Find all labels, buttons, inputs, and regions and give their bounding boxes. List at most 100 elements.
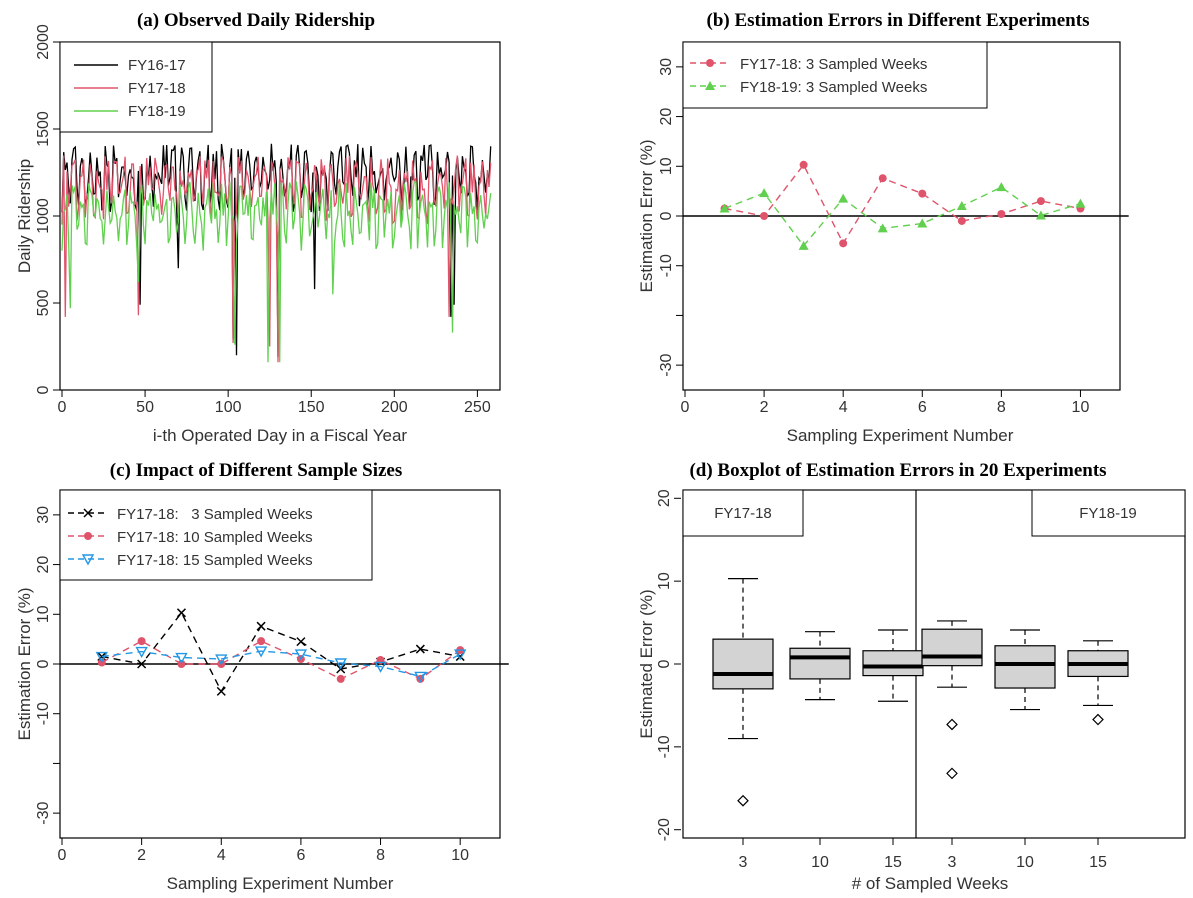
panel-c-series-line-0 <box>101 611 461 693</box>
panel-b-point-1-0 <box>719 203 730 213</box>
panel-b-ytick-label: 0 <box>658 211 675 220</box>
panel-d-ylabel: Estimated Error (%) <box>637 589 656 738</box>
panel-d-xtick-label: 10 <box>811 854 829 871</box>
panel-b-point-0-3 <box>839 239 848 248</box>
panel-d-ytick-label: -20 <box>656 818 673 841</box>
panel-d-title: (d) Boxplot of Estimation Errors in 20 E… <box>689 460 1106 481</box>
panel-c-point-2-1 <box>135 646 148 659</box>
box-outlier <box>737 794 749 807</box>
panel-b-xlabel: Sampling Experiment Number <box>787 426 1014 445</box>
panel-b-point-1-1 <box>759 188 770 198</box>
panel-b-point-1-8 <box>1035 210 1046 220</box>
legend-label-fy18-19: FY18-19 <box>128 103 186 120</box>
panel-c-xtick-label: 0 <box>58 847 67 864</box>
panel-c-xtick-label: 10 <box>451 847 469 864</box>
panel-a-legend-box <box>59 41 213 133</box>
panel-c-ytick-label: 10 <box>35 605 52 623</box>
box-outlier <box>946 767 958 780</box>
panel-c: (c) Impact of Different Sample Sizes 0 2 4… <box>15 460 509 893</box>
panel-c-ylabel: Estimation Error (%) <box>15 587 34 740</box>
panel-d: (d) Boxplot of Estimation Errors in 20 E… <box>637 460 1186 893</box>
panel-c-ytick-label: -30 <box>35 801 52 824</box>
panel-b-axes: 0 2 4 6 8 10 -30 -10 0 10 20 30 <box>658 58 1129 416</box>
box-outlier <box>946 718 958 731</box>
panel-a-xtick-label: 100 <box>215 399 242 416</box>
panel-a-ytick-label: 500 <box>35 290 52 317</box>
legend-label-fy17-18: FY17-18 <box>128 80 186 97</box>
panel-c-ytick-label: 30 <box>35 506 52 524</box>
panel-c-point-2-2 <box>175 652 188 664</box>
panel-c-series <box>95 608 467 696</box>
panel-a-ylabel: Daily Ridership <box>15 159 34 273</box>
panel-d-ytick-label: 10 <box>656 572 673 590</box>
panel-a-axes: 0 50 100 150 200 250 0 500 1000 1500 2000 <box>35 24 491 416</box>
panel-c-series-line-1 <box>101 640 461 680</box>
panel-d-xtick-label: 10 <box>1016 854 1034 871</box>
panel-a-xtick-label: 250 <box>464 399 491 416</box>
panel-c-ytick-label: -10 <box>35 702 52 725</box>
panel-b-point-0-4 <box>878 174 887 183</box>
panel-d-axes: -20 -10 0 10 20 3 10 15 3 10 15 <box>656 489 1107 871</box>
panel-d-xtick-label: 3 <box>948 854 957 871</box>
series-line-FY18-19 <box>61 181 492 363</box>
legend-marker-b-triangle <box>705 81 715 90</box>
legend-marker-c-circle <box>84 532 92 540</box>
panel-b-ylabel: Estimation Error (%) <box>637 139 656 292</box>
panel-b-point-0-7 <box>997 210 1006 219</box>
panel-b-point-1-6 <box>956 201 967 211</box>
panel-a-ytick-label: 2000 <box>35 24 52 60</box>
panel-c-ytick-label: 0 <box>35 659 52 668</box>
panel-d-ytick-label: 20 <box>656 489 673 507</box>
panel-a-xtick-label: 200 <box>381 399 408 416</box>
panel-b-ytick-label: -10 <box>658 254 675 277</box>
panel-d-label-box-right <box>1031 489 1186 537</box>
panel-d-label-box-left <box>682 489 804 537</box>
panel-a-ytick-label: 1500 <box>35 111 52 147</box>
panel-a: (a) Observed Daily Ridership 0 50 100 150 20… <box>15 10 501 445</box>
panel-c-xtick-label: 4 <box>217 847 226 864</box>
legend-label-b-fy18-19: FY18-19: 3 Sampled Weeks <box>740 79 927 96</box>
panel-b-point-1-4 <box>877 223 888 233</box>
panel-d-xtick-label: 15 <box>884 854 902 871</box>
panel-c-xtick-label: 8 <box>376 847 385 864</box>
panel-c-legend: FY17-18: 3 Sampled Weeks FY17-18: 10 Sam… <box>59 489 373 581</box>
panel-d-xtick-label: 15 <box>1089 854 1107 871</box>
panel-a-title: (a) Observed Daily Ridership <box>137 10 375 31</box>
panel-a-series <box>61 143 492 363</box>
panel-d-ytick-label: 0 <box>656 659 673 668</box>
panel-b-xtick-label: 6 <box>918 399 927 416</box>
panel-b-series-line-0 <box>724 163 1081 245</box>
panel-c-title: (c) Impact of Different Sample Sizes <box>110 460 403 481</box>
panel-d-ytick-label: -10 <box>656 735 673 758</box>
panel-a-legend: FY16-17 FY17-18 FY18-19 <box>59 41 213 133</box>
panel-c-ytick-label: 20 <box>35 556 52 574</box>
panel-c-point-0-1 <box>137 659 147 669</box>
panel-d-label-left: FY17-18 <box>714 505 772 522</box>
panel-b-xtick-label: 0 <box>681 399 690 416</box>
panel-a-ytick-label: 0 <box>35 385 52 394</box>
panel-d-xlabel: # of Sampled Weeks <box>852 874 1009 893</box>
panel-b-ytick-label: -30 <box>658 353 675 376</box>
panel-b-ytick-label: 10 <box>658 157 675 175</box>
box-iqr <box>921 628 983 667</box>
legend-marker-c-triangle-down <box>81 554 95 566</box>
legend-label-b-fy17-18: FY17-18: 3 Sampled Weeks <box>740 56 927 73</box>
legend-label-c-10weeks: FY17-18: 10 Sampled Weeks <box>117 529 313 546</box>
panel-b-point-0-5 <box>918 189 927 198</box>
panel-c-point-2-5 <box>294 649 308 661</box>
panel-b-ytick-label: 20 <box>658 108 675 126</box>
panel-d-xtick-label: 3 <box>739 854 748 871</box>
legend-label-c-15weeks: FY17-18: 15 Sampled Weeks <box>117 552 313 569</box>
legend-marker-b-circle <box>706 59 714 67</box>
panel-d-boxes <box>712 578 1129 807</box>
box-iqr <box>862 650 924 677</box>
box-iqr <box>712 638 774 690</box>
panel-c-series-line-2 <box>101 650 461 678</box>
panel-c-point-0-4 <box>256 621 266 631</box>
panel-b-point-1-2 <box>798 240 809 250</box>
panel-d-frame <box>682 489 1186 839</box>
panel-a-xtick-label: 0 <box>58 399 67 416</box>
panel-c-point-2-4 <box>254 646 268 658</box>
panel-a-xtick-label: 50 <box>136 399 154 416</box>
